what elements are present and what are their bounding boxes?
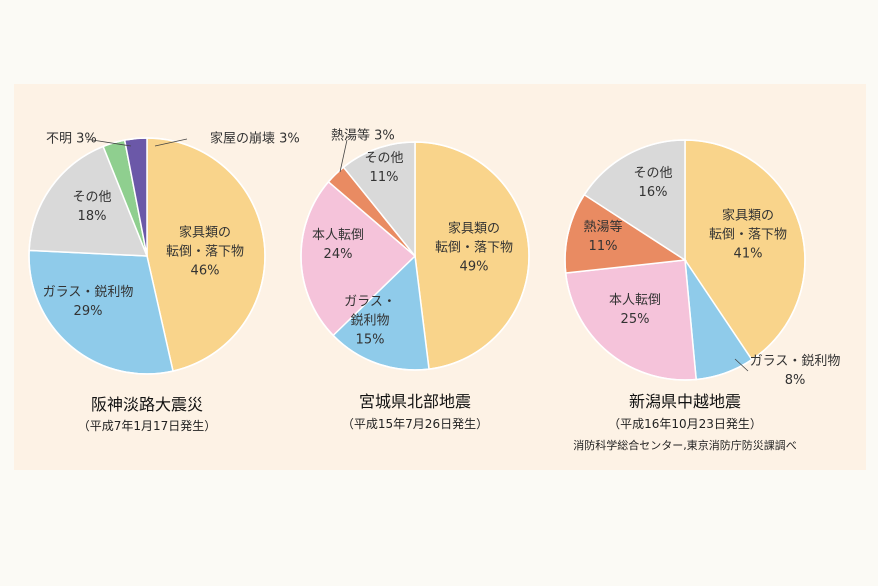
pie-outline [564, 139, 806, 381]
slice-label: 本人転倒 [312, 228, 364, 243]
leader-line [154, 138, 188, 147]
slice-label: 11% [589, 239, 618, 254]
slice-label: 本人転倒 [609, 293, 661, 308]
leader-line [339, 139, 348, 173]
slice-label: 41% [734, 247, 763, 262]
leader-line [734, 358, 749, 372]
slice-label: ガラス・ [344, 295, 396, 310]
slice-label: ガラス・鋭利物 [43, 285, 134, 300]
chart-title: 新潟県中越地震 [629, 392, 741, 411]
chart-subtitle: （平成16年10月23日発生） [608, 417, 762, 431]
slice-label: 16% [639, 185, 668, 200]
slice-label: 25% [621, 312, 650, 327]
slice-label: 18% [78, 209, 107, 224]
slice-label: その他 [72, 190, 111, 205]
slice-label: 家具類の [448, 221, 500, 237]
slice-label: その他 [364, 151, 403, 166]
slice-label: 家屋の崩壊 3% [210, 131, 300, 147]
chart-title: 宮城県北部地震 [359, 392, 471, 411]
source-note: 消防科学総合センター,東京消防庁防災課調べ [573, 438, 797, 452]
slice-label: 29% [74, 304, 103, 319]
slice-label: 46% [191, 264, 220, 279]
slice-label: 熱湯等 [583, 219, 622, 235]
slice-label: 15% [356, 333, 385, 348]
slice-label: 家具類の [179, 225, 231, 241]
pie-outline [300, 141, 530, 371]
slice-label: 転倒・落下物 [709, 228, 787, 243]
slice-label: 鋭利物 [350, 314, 389, 329]
slice-label: ガラス・鋭利物 [750, 354, 841, 369]
chart-subtitle: （平成15年7月26日発生） [342, 417, 488, 431]
slice-label: 11% [370, 170, 399, 185]
slice-label: その他 [633, 166, 672, 181]
slice-label: 転倒・落下物 [435, 241, 513, 256]
slice-label: 24% [324, 247, 353, 262]
slice-label: 家具類の [722, 208, 774, 224]
chart-title: 阪神淡路大震災 [91, 395, 203, 414]
slice-label: 不明 3% [46, 132, 97, 147]
slice-label: 転倒・落下物 [166, 245, 244, 260]
slice-label: 8% [785, 373, 806, 388]
pie-outline [28, 137, 266, 375]
chart-subtitle: （平成7年1月17日発生） [78, 419, 217, 433]
pie-slice [414, 141, 530, 370]
leader-line [85, 138, 132, 147]
slice-label: 熱湯等 3% [331, 128, 395, 144]
slice-label: 49% [460, 260, 489, 275]
